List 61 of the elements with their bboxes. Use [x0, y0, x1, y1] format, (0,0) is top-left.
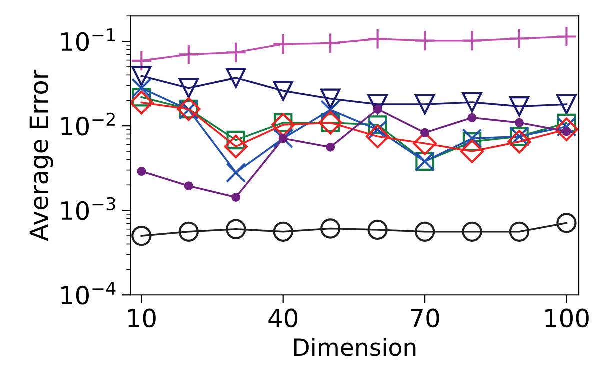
point — [556, 213, 577, 234]
x-axis-title: Dimension — [294, 338, 416, 356]
point — [462, 92, 482, 113]
point — [367, 28, 389, 50]
point — [272, 113, 296, 137]
point — [132, 66, 152, 86]
point — [414, 94, 436, 115]
point — [178, 222, 199, 242]
point — [414, 222, 436, 242]
point — [178, 44, 200, 66]
y-axis-title: Average Error — [30, 70, 54, 242]
point — [508, 130, 532, 154]
point — [462, 222, 482, 242]
point — [226, 162, 246, 183]
point — [368, 220, 388, 240]
point — [320, 88, 341, 109]
point — [368, 116, 388, 134]
point — [460, 140, 484, 164]
point — [320, 32, 342, 54]
point — [132, 78, 152, 98]
point — [366, 124, 390, 148]
x-tick-label: 40 — [268, 308, 298, 328]
point — [178, 78, 199, 98]
point — [509, 96, 530, 117]
point — [130, 50, 152, 72]
point — [272, 33, 294, 55]
point — [320, 218, 341, 239]
point — [326, 142, 336, 152]
point — [226, 219, 246, 240]
y-tick-label: 10$^{−1}$ — [62, 28, 116, 52]
point — [273, 222, 294, 242]
point — [132, 226, 152, 246]
point — [184, 182, 194, 191]
point — [420, 128, 430, 138]
point — [462, 128, 482, 149]
point — [224, 134, 248, 159]
point — [225, 42, 247, 64]
x-tick-label: 70 — [411, 308, 440, 328]
point — [368, 94, 388, 115]
point — [556, 94, 577, 115]
y-tick-label: 10$^{−4}$ — [62, 282, 116, 305]
point — [273, 128, 294, 149]
point — [556, 26, 578, 48]
point — [509, 222, 530, 242]
x-tick-label: 10 — [128, 308, 156, 328]
point — [514, 118, 524, 128]
point — [468, 113, 477, 122]
point — [273, 80, 294, 102]
point — [554, 118, 579, 142]
point — [508, 28, 530, 50]
point — [461, 30, 484, 52]
point — [320, 100, 341, 120]
x-tick-label: 100 — [546, 308, 589, 328]
point — [278, 134, 288, 144]
y-tick-label: 10$^{−3}$ — [62, 197, 116, 220]
point — [130, 90, 154, 115]
point — [226, 68, 246, 88]
point — [137, 167, 146, 176]
y-tick-label: 10$^{−2}$ — [62, 112, 115, 136]
point — [414, 30, 436, 52]
point — [232, 192, 241, 202]
